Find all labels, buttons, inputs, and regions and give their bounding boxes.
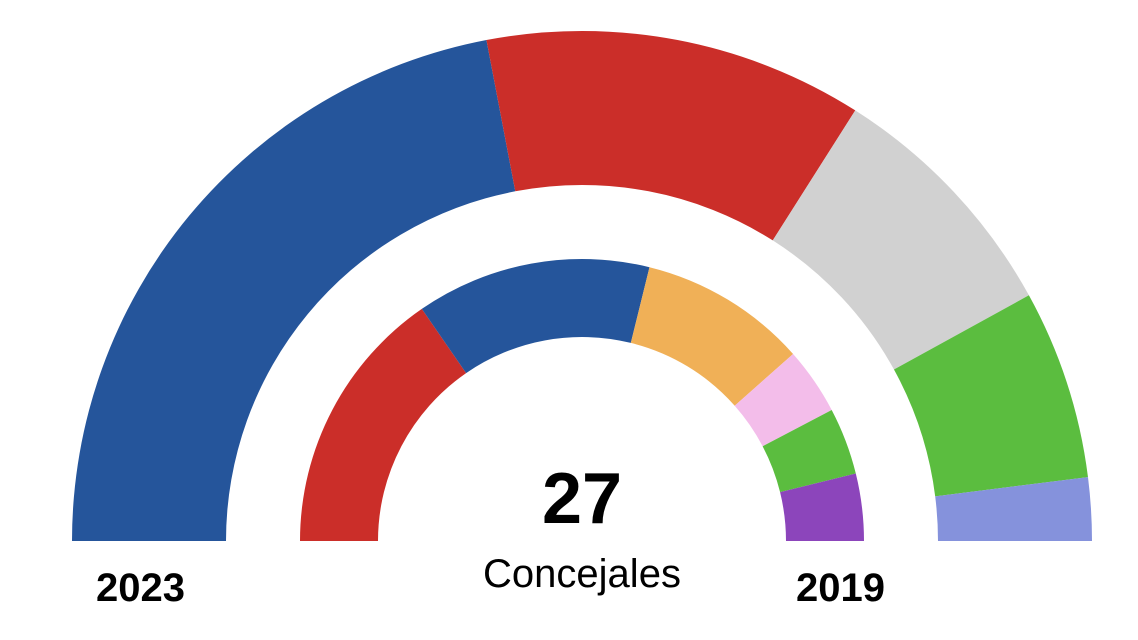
slice-2019-2: [421, 259, 650, 374]
ring-2023: [72, 31, 1092, 541]
slice-2019-4: [734, 353, 832, 447]
slice-2019-6: [780, 473, 864, 541]
ring-2019: [300, 259, 864, 541]
year-label-2019: 2019: [796, 566, 885, 610]
slice-2023-1: [72, 40, 516, 541]
total-seats-number: 27: [541, 459, 623, 539]
year-label-2023: 2023: [96, 566, 185, 610]
slice-2019-5: [762, 409, 856, 493]
slice-2023-5: [935, 477, 1092, 541]
slice-2023-3: [772, 110, 1029, 370]
slice-2023-2: [486, 31, 856, 241]
slice-2023-4: [893, 295, 1088, 497]
total-seats-caption: Concejales: [483, 552, 681, 596]
slice-2019-3: [630, 267, 794, 406]
slice-2019-1: [300, 308, 467, 541]
